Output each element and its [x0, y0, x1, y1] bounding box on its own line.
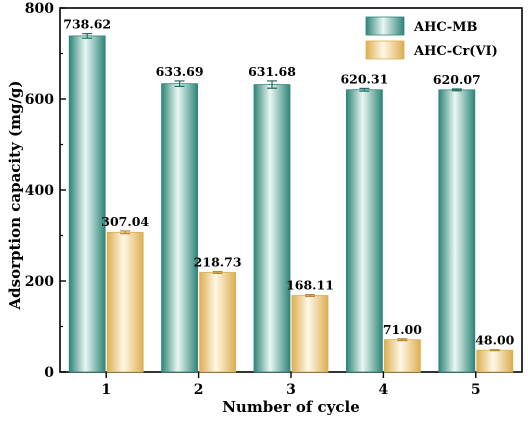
y-tick-label: 400: [25, 183, 54, 199]
y-tick-label: 600: [25, 92, 54, 108]
data-label: 218.73: [194, 255, 242, 270]
y-axis: 0 200 400 600 800: [25, 1, 66, 381]
bar-ahc-cr: [199, 272, 237, 373]
data-label: 307.04: [101, 214, 149, 229]
legend-label-ahc-cr: AHC-Cr(VI): [413, 44, 498, 59]
bar-ahc-cr: [383, 339, 421, 373]
y-tick-label: 0: [44, 365, 54, 381]
data-label: 738.62: [63, 17, 111, 32]
x-tick-label: 2: [194, 382, 204, 398]
y-axis-title: Adsorption capacity (mg/g): [6, 80, 24, 310]
bars: [68, 33, 514, 373]
y-tick-label: 800: [25, 1, 54, 17]
data-label: 71.00: [383, 322, 422, 337]
data-label: 168.11: [286, 278, 334, 293]
bar-ahc-mb: [253, 84, 291, 373]
legend-swatch-ahc-mb: [365, 16, 405, 36]
data-label: 631.68: [248, 64, 296, 79]
legend: AHC-MB AHC-Cr(VI): [365, 16, 498, 60]
x-axis: 1 2 3 4 5: [101, 372, 481, 398]
data-labels: 738.62 307.04 633.69 218.73 631.68 168.11 620.…: [63, 17, 514, 348]
y-tick-label: 200: [25, 274, 54, 290]
x-tick-label: 4: [379, 382, 389, 398]
legend-swatch-ahc-cr: [365, 40, 405, 60]
data-label: 48.00: [475, 333, 514, 348]
bar-ahc-cr: [291, 295, 329, 373]
x-tick-label: 3: [286, 382, 296, 398]
bar-ahc-cr: [476, 349, 514, 373]
bar-ahc-mb: [161, 83, 199, 373]
legend-label-ahc-mb: AHC-MB: [413, 20, 478, 35]
bar-ahc-mb: [345, 89, 383, 373]
bar-ahc-mb: [68, 35, 106, 373]
data-label: 620.31: [340, 71, 388, 86]
data-label: 620.07: [433, 72, 481, 87]
x-axis-title: Number of cycle: [222, 398, 360, 416]
x-tick-label: 5: [471, 382, 481, 398]
data-label: 633.69: [156, 64, 204, 79]
x-tick-label: 1: [101, 382, 111, 398]
bar-ahc-cr: [106, 231, 144, 373]
bar-ahc-mb: [438, 89, 476, 373]
